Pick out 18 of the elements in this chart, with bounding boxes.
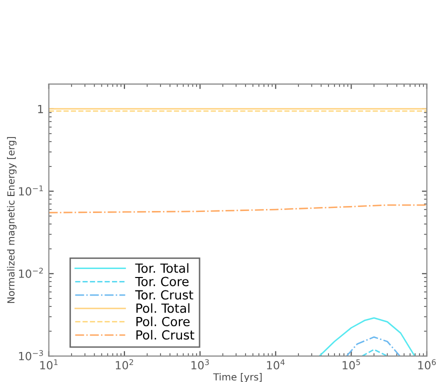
x-tick-label: 10$^{3}$ <box>191 359 209 370</box>
x-tick-label: 10$^{4}$ <box>267 359 285 370</box>
legend-label: Pol. Core <box>136 316 190 326</box>
y-axis-title: Normalized magnetic Energy [erg] <box>7 137 16 303</box>
y-tick-label: 1 <box>38 104 43 114</box>
legend-label: Tor. Core <box>135 276 189 286</box>
legend-label: Tor. Crust <box>135 290 194 300</box>
legend-label: Pol. Crust <box>136 330 194 340</box>
legend-label: Pol. Total <box>136 303 190 313</box>
x-tick-label: 10$^{5}$ <box>342 359 360 370</box>
x-tick-label: 10$^{2}$ <box>116 359 134 370</box>
x-tick-label: 10$^{1}$ <box>40 359 58 370</box>
x-tick-label: 10$^{6}$ <box>418 359 436 370</box>
y-tick-label: 10$^{−1}$ <box>19 185 43 196</box>
y-tick-label: 10$^{−2}$ <box>19 268 43 278</box>
legend-label: Tor. Total <box>135 263 188 273</box>
y-tick-label: 10$^{−3}$ <box>19 350 43 360</box>
x-axis-title: Time [yrs] <box>213 373 262 382</box>
